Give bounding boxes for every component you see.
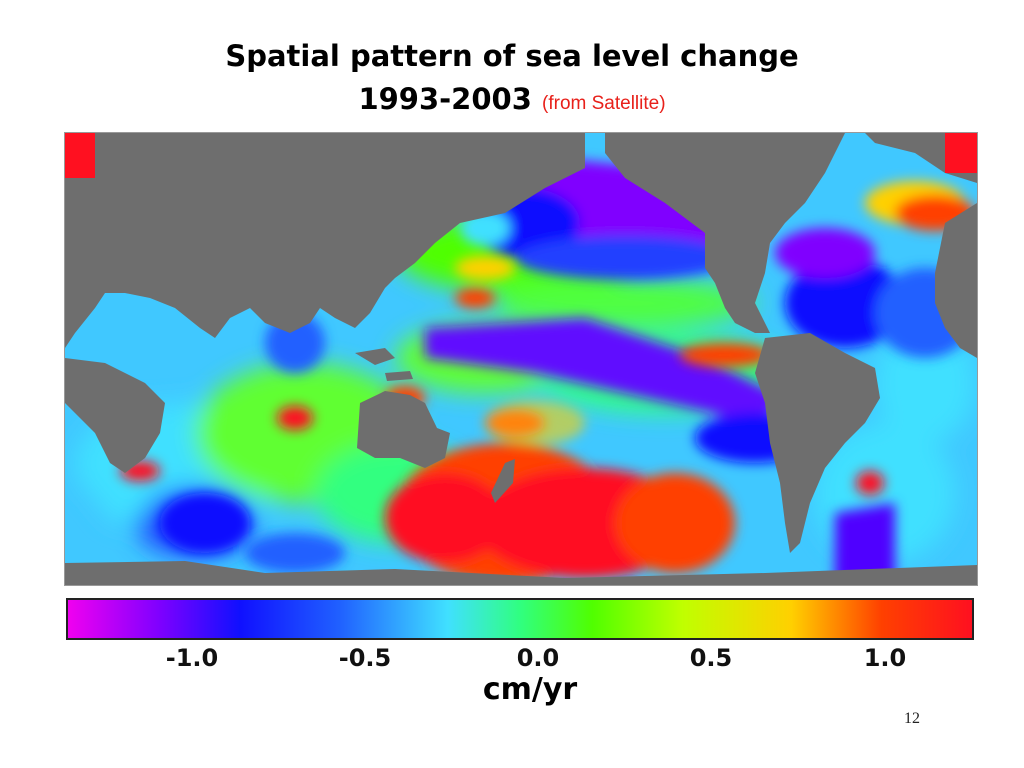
land-new-zealand	[491, 459, 515, 503]
land-indonesia-2	[385, 371, 413, 381]
colorbar-tick-label: -1.0	[165, 644, 219, 672]
page-number: 12	[904, 710, 920, 727]
colorbar	[66, 598, 974, 640]
land-australia	[357, 391, 450, 468]
colorbar-tick-label: 0.5	[689, 644, 733, 672]
land-antarctica	[65, 561, 977, 585]
years-label: 1993-2003	[358, 82, 532, 116]
land-masses	[65, 133, 977, 585]
land-north-america	[605, 133, 845, 333]
land-africa	[65, 358, 165, 473]
land-south-america	[755, 333, 880, 553]
slide-subtitle: 1993-2003 (from Satellite)	[0, 81, 1024, 122]
colorbar-tick-label: -0.5	[338, 644, 392, 672]
sea-level-map-graphic	[65, 133, 977, 585]
source-note: (from Satellite)	[542, 93, 666, 114]
colorbar-tick-label: 0.0	[516, 644, 560, 672]
land-africa-east	[935, 203, 977, 358]
sea-level-rise-regions	[120, 181, 975, 583]
greenland-sea-patch	[945, 133, 977, 173]
colorbar-tick-label: 1.0	[863, 644, 907, 672]
land-eurasia	[65, 133, 585, 348]
land-indonesia	[355, 348, 395, 365]
sea-level-map	[64, 132, 978, 586]
slide-title: Spatial pattern of sea level change	[225, 39, 799, 73]
colorbar-gradient	[68, 600, 972, 638]
colorbar-unit: cm/yr	[482, 672, 578, 707]
arctic-patch	[65, 133, 95, 178]
